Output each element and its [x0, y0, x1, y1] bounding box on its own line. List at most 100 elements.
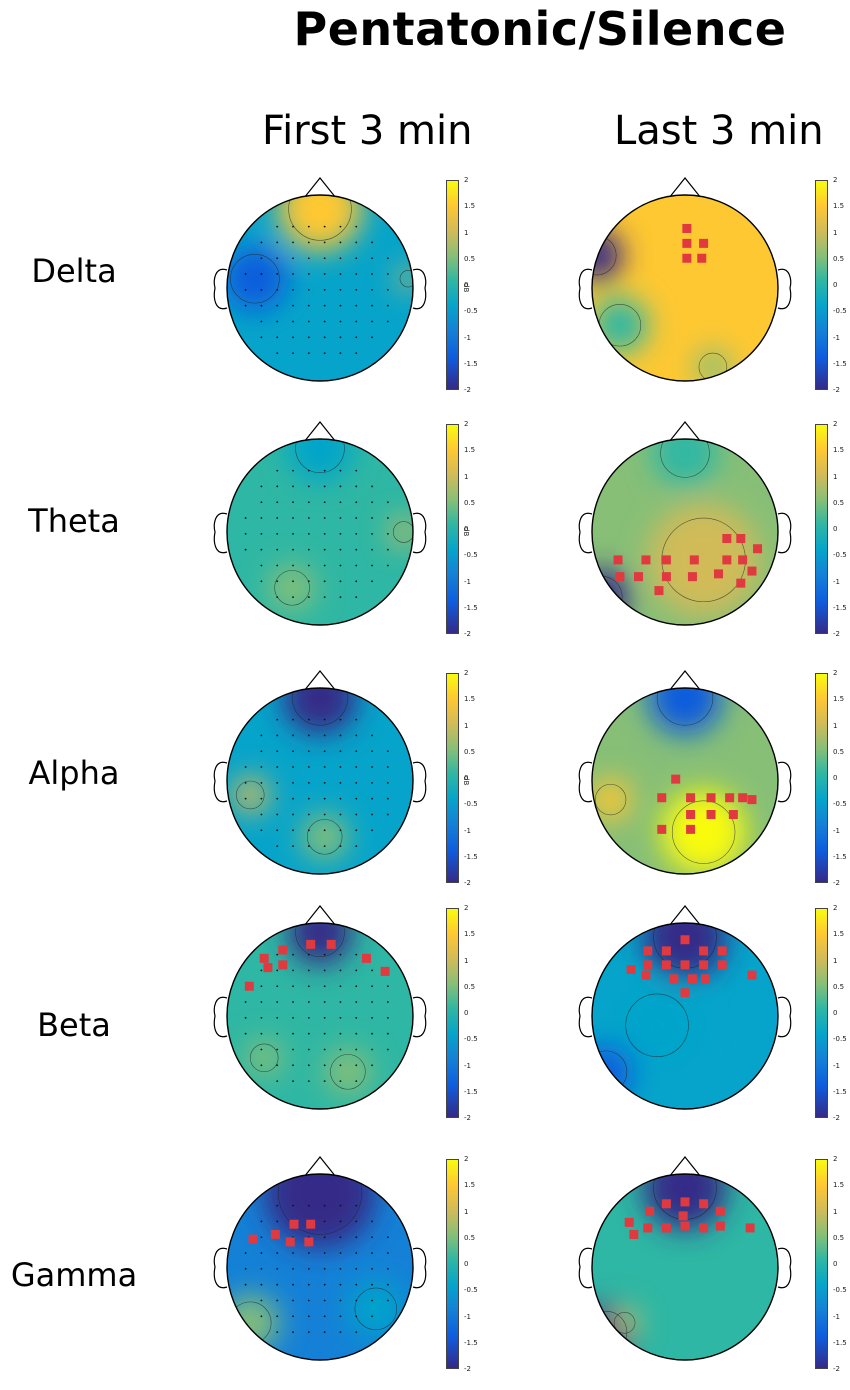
colorbar-tick-label: 2 [464, 420, 469, 428]
electrode-dot [371, 532, 373, 535]
electrode-dot [355, 1315, 358, 1318]
colorbar-tick-label: -1 [833, 826, 840, 835]
colorbar-tick-label: -1.5 [464, 1087, 478, 1096]
electrode-dot [339, 532, 342, 535]
electrode-dot [371, 548, 373, 551]
electrode-dot [355, 953, 358, 956]
colorbar-tick-label: -0.5 [833, 307, 847, 316]
electrode-dot [386, 797, 389, 800]
colorbar-tick-label: 1 [464, 228, 469, 237]
row-label-gamma: Gamma [10, 1256, 138, 1294]
electrode-dot [371, 1016, 373, 1019]
electrode-dot [371, 1236, 373, 1239]
colorbar-gradient [815, 673, 828, 883]
field-blob [389, 518, 413, 546]
electrode-dot [355, 548, 358, 551]
colorbar-tick-label: -1.5 [464, 1338, 478, 1347]
colorbar-gradient [815, 180, 828, 390]
electrode-dot [307, 485, 310, 488]
electrode-dot [276, 1283, 279, 1286]
electrode-dot [307, 1283, 310, 1286]
electrode-dot [339, 485, 342, 488]
electrode-dot [355, 225, 358, 228]
head-outline [226, 438, 414, 626]
colorbar-tick-label: 2 [833, 420, 838, 428]
electrode-dot [386, 1032, 389, 1035]
electrode-dot [323, 257, 326, 260]
electrode-dot [323, 953, 326, 956]
electrode-dot [355, 1252, 358, 1254]
electrode-dot [260, 1315, 263, 1318]
electrode-dot [276, 953, 279, 956]
significant-electrode-marker [270, 1229, 280, 1239]
electrode-dot [355, 596, 358, 598]
electrode-dot [307, 548, 310, 551]
nose-outline [303, 905, 337, 927]
electrode-dot [292, 1064, 294, 1067]
colorbar-tick-label: -2 [833, 879, 840, 887]
electrode-dot [307, 734, 310, 737]
electrode-dot [371, 501, 373, 504]
colorbar-tick-label: 1 [464, 1207, 469, 1216]
head-outline [591, 1173, 779, 1361]
electrode-dot [355, 1080, 358, 1082]
right-ear-outline [412, 268, 427, 310]
topomap-theta-first [213, 421, 427, 626]
electrode-dot [307, 336, 310, 339]
significant-electrode-marker [661, 1199, 671, 1209]
colorbar-tick-label: 0 [833, 525, 838, 533]
significant-electrode-marker [244, 981, 254, 991]
electrode-dot [260, 517, 263, 519]
electrode-dot [244, 1032, 247, 1035]
electrode-dot [323, 485, 326, 488]
electrode-dot [244, 1016, 247, 1019]
electrode-dot [323, 532, 326, 535]
nose-outline [668, 421, 702, 443]
topomap-gamma-first [213, 1156, 427, 1361]
electrode-dot [276, 548, 279, 551]
electrode-dot [276, 304, 279, 307]
significant-electrode-marker [686, 793, 696, 803]
electrode-dot [292, 320, 294, 323]
electrode-dot [307, 225, 310, 228]
electrode-dot [355, 781, 358, 784]
electrode-dot [292, 485, 294, 488]
topomap-alpha-last [578, 670, 792, 875]
electrode-dot [339, 750, 342, 753]
topomap-delta-first [213, 177, 427, 382]
scalp-field [227, 439, 413, 625]
significant-electrode-marker [380, 966, 390, 976]
electrode-dot [307, 501, 310, 504]
colorbar-tick-label: -2 [464, 879, 471, 887]
significant-electrode-marker [736, 534, 746, 544]
significant-electrode-marker [680, 988, 690, 998]
field-blob [347, 1280, 404, 1337]
electrode-dot [323, 517, 326, 519]
significant-electrode-marker [669, 974, 679, 984]
colorbar-tick-label: 0.5 [464, 747, 476, 756]
electrode-dot [276, 1001, 279, 1003]
significant-electrode-marker [657, 793, 667, 803]
left-ear-outline [213, 761, 228, 803]
electrode-dot [323, 813, 326, 816]
colorbar-tick-label: 1 [464, 721, 469, 730]
colorbar-unit-label: dB [462, 283, 470, 293]
row-label-beta: Beta [37, 1006, 111, 1044]
electrode-dot [323, 766, 326, 768]
field-background [592, 195, 778, 381]
electrode-dot [323, 225, 326, 228]
electrode-dot [386, 517, 389, 519]
left-ear-outline [213, 1247, 228, 1289]
colorbar-tick-label: 0 [833, 281, 838, 289]
electrode-dot [371, 750, 373, 753]
electrode-dot [307, 564, 310, 567]
colorbar-tick-label: -2 [464, 1365, 471, 1373]
electrode-dot [292, 596, 294, 598]
colorbar-tick-label: -1 [833, 333, 840, 342]
colorbar-tick-label: 1.5 [464, 202, 476, 211]
significant-electrode-marker [278, 945, 288, 955]
electrode-dot [276, 718, 279, 721]
electrode-dot [386, 501, 389, 504]
significant-electrode-marker [289, 1219, 299, 1229]
electrode-dot [386, 750, 389, 753]
